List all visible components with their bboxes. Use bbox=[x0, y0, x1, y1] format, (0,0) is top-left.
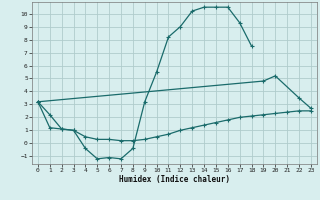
X-axis label: Humidex (Indice chaleur): Humidex (Indice chaleur) bbox=[119, 175, 230, 184]
